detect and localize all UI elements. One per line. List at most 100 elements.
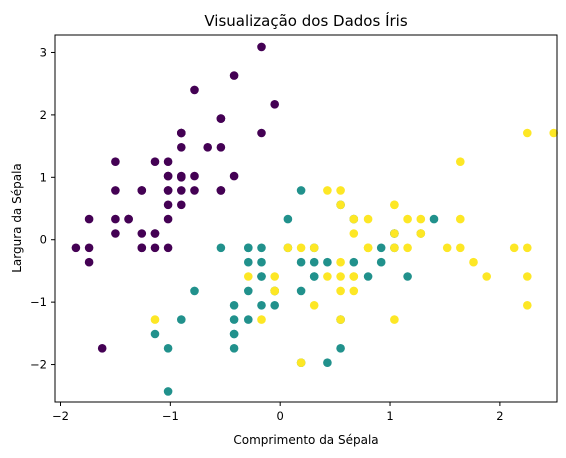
- data-point-class-3: [309, 301, 319, 310]
- data-point-class-2: [244, 286, 253, 296]
- data-point-class-3: [523, 128, 532, 138]
- data-point-class-1: [177, 171, 186, 181]
- data-point-class-3: [456, 157, 465, 166]
- data-point-class-1: [190, 171, 199, 181]
- data-point-class-2: [229, 315, 239, 324]
- data-point-class-2: [376, 257, 386, 267]
- data-point-class-3: [403, 243, 412, 253]
- data-point-class-3: [349, 214, 359, 224]
- data-point-class-3: [349, 229, 359, 238]
- data-point-class-1: [137, 229, 147, 238]
- data-point-class-2: [229, 344, 239, 353]
- data-point-class-1: [177, 128, 186, 138]
- data-point-class-2: [150, 329, 160, 339]
- data-point-class-3: [523, 243, 532, 253]
- data-point-class-1: [124, 214, 133, 224]
- data-point-class-2: [376, 243, 386, 253]
- data-point-class-1: [216, 186, 226, 195]
- y-axis-label: Largura da Sépala: [10, 163, 24, 273]
- data-point-class-2: [309, 272, 319, 281]
- data-point-class-2: [244, 315, 253, 324]
- data-point-class-2: [323, 257, 332, 267]
- data-point-class-3: [442, 243, 452, 253]
- data-point-class-3: [482, 272, 492, 281]
- data-point-class-3: [336, 286, 345, 296]
- x-axis-label: Comprimento da Sépala: [233, 433, 378, 447]
- data-point-class-3: [336, 200, 345, 210]
- data-point-class-1: [137, 186, 147, 195]
- data-point-class-2: [163, 387, 173, 396]
- data-point-class-2: [309, 257, 319, 267]
- data-point-class-3: [456, 214, 465, 224]
- data-point-class-3: [323, 186, 332, 195]
- data-point-class-1: [177, 143, 186, 152]
- data-point-class-1: [111, 214, 120, 224]
- data-point-class-2: [257, 257, 266, 267]
- plot-frame: [54, 34, 558, 403]
- data-point-class-3: [390, 315, 399, 324]
- data-point-class-3: [469, 257, 478, 267]
- data-point-class-3: [296, 358, 306, 368]
- data-point-class-1: [97, 344, 107, 353]
- y-tick-label: −2: [30, 358, 47, 372]
- data-point-class-3: [150, 315, 160, 324]
- data-point-class-2: [323, 358, 332, 368]
- data-point-class-2: [244, 257, 253, 267]
- data-point-class-1: [111, 186, 120, 195]
- data-point-class-1: [71, 243, 81, 253]
- data-point-class-2: [244, 243, 253, 253]
- data-point-class-1: [177, 186, 186, 195]
- data-point-class-2: [296, 286, 306, 296]
- x-tick-label: 2: [496, 409, 503, 423]
- data-point-class-1: [150, 229, 160, 238]
- data-point-class-2: [257, 272, 266, 281]
- data-point-class-3: [390, 229, 399, 238]
- data-point-class-3: [336, 257, 345, 267]
- data-point-class-3: [336, 315, 345, 324]
- data-point-class-1: [163, 243, 173, 253]
- data-point-class-1: [150, 243, 160, 253]
- data-point-class-1: [150, 157, 160, 166]
- data-point-class-1: [216, 143, 226, 152]
- data-point-class-3: [549, 128, 558, 138]
- data-point-class-3: [403, 214, 412, 224]
- data-point-class-3: [523, 272, 532, 281]
- data-point-class-1: [203, 143, 212, 152]
- data-point-class-2: [429, 214, 439, 224]
- data-point-class-3: [390, 243, 399, 253]
- x-axis-ticks: −2 −1 0 1 2: [52, 402, 504, 423]
- data-point-class-3: [283, 243, 293, 253]
- data-point-class-2: [296, 257, 306, 267]
- data-point-class-3: [523, 301, 532, 310]
- data-point-class-3: [390, 200, 399, 210]
- data-point-class-1: [177, 200, 186, 210]
- data-point-class-1: [190, 186, 199, 195]
- data-point-class-1: [84, 214, 94, 224]
- data-point-class-3: [416, 214, 426, 224]
- data-point-class-2: [229, 329, 239, 339]
- data-point-class-2: [163, 344, 173, 353]
- y-tick-label: 2: [40, 108, 47, 122]
- chart-title: Visualização dos Dados Íris: [204, 11, 407, 30]
- data-point-class-3: [309, 243, 319, 253]
- data-point-class-2: [296, 186, 306, 195]
- data-points: [71, 42, 558, 396]
- data-point-class-2: [403, 272, 412, 281]
- data-point-class-1: [257, 128, 266, 138]
- data-point-class-3: [244, 272, 253, 281]
- data-point-class-2: [363, 272, 373, 281]
- x-tick-label: −1: [162, 409, 179, 423]
- data-point-class-3: [336, 272, 345, 281]
- data-point-class-3: [349, 286, 359, 296]
- x-tick-label: −2: [52, 409, 69, 423]
- data-point-class-1: [229, 171, 239, 181]
- data-point-class-3: [323, 272, 332, 281]
- data-point-class-1: [84, 257, 94, 267]
- data-point-class-3: [509, 243, 519, 253]
- data-point-class-3: [349, 272, 359, 281]
- data-point-class-3: [363, 214, 373, 224]
- data-point-class-1: [190, 85, 199, 95]
- y-tick-label: 3: [40, 45, 47, 59]
- data-point-class-2: [216, 243, 226, 253]
- data-point-class-3: [270, 272, 280, 281]
